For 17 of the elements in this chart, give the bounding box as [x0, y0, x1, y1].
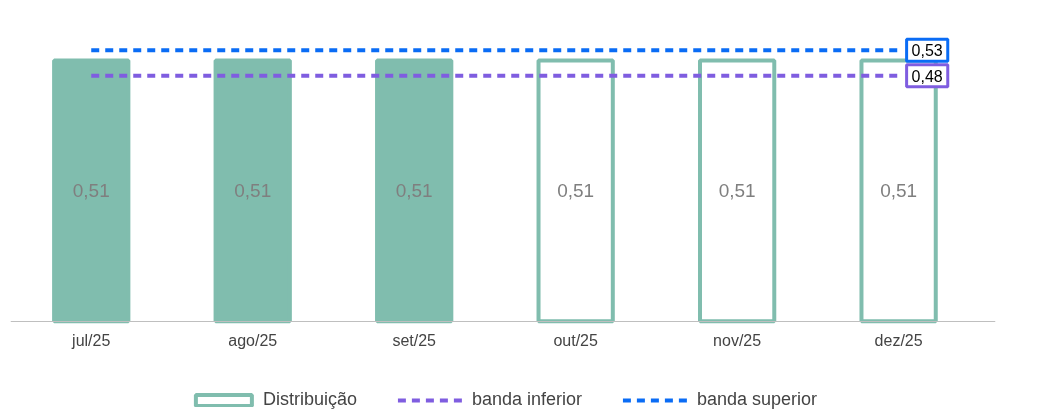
x-tick-label: out/25	[553, 332, 599, 350]
data-label: 0,48	[911, 67, 943, 85]
x-tick-label: dez/25	[874, 332, 923, 350]
legend-label: banda inferior	[471, 389, 583, 410]
legend-label: banda superior	[697, 389, 818, 410]
data-label: 0,51	[880, 180, 918, 202]
data-label: 0,51	[718, 180, 756, 202]
legend-label: Distribuição	[262, 389, 357, 410]
x-tick-label: nov/25	[713, 332, 762, 350]
data-label: 0,53	[911, 42, 943, 60]
x-tick-label: ago/25	[228, 332, 278, 350]
data-label: 0,51	[557, 180, 595, 202]
data-label: 0,51	[72, 180, 110, 202]
x-tick-label: jul/25	[71, 332, 111, 350]
data-label: 0,51	[395, 180, 433, 202]
x-tick-label: set/25	[392, 332, 437, 350]
data-label: 0,51	[234, 180, 272, 202]
